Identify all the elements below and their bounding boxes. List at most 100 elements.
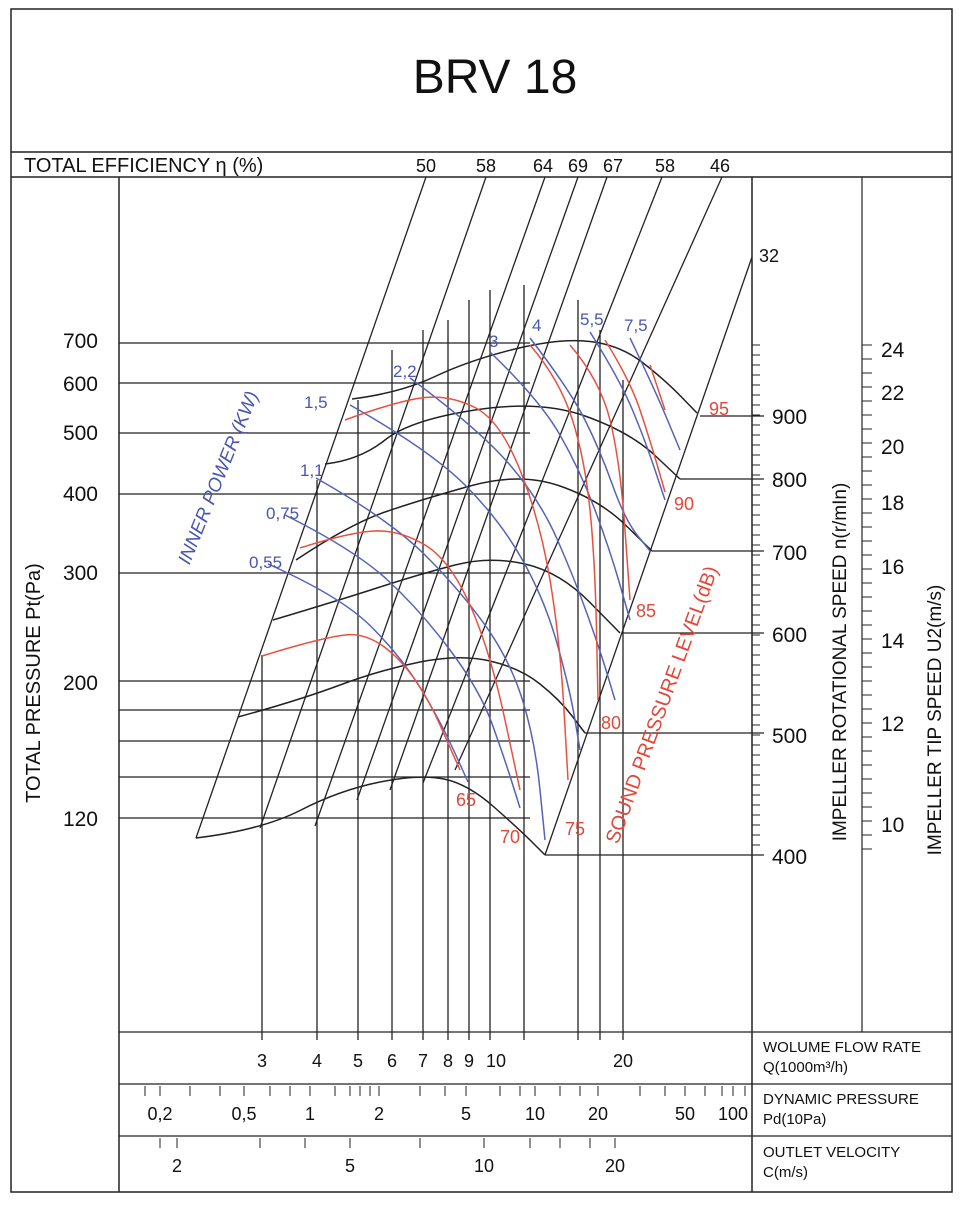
dyn-axis-label: DYNAMIC PRESSURE bbox=[763, 1091, 919, 1108]
vel-tick: 2 bbox=[172, 1156, 182, 1176]
sound-axis-label: SOUND PRESSURE LEVEL(dB) bbox=[602, 563, 723, 846]
power-label: 0,75 bbox=[266, 504, 299, 523]
tip-label: 14 bbox=[881, 630, 905, 653]
dyn-tick: 5 bbox=[461, 1104, 471, 1124]
sound-label: 75 bbox=[565, 819, 585, 839]
speed-curve bbox=[195, 776, 546, 856]
power-curve bbox=[589, 331, 666, 501]
power-curve bbox=[409, 377, 616, 701]
vel-tick: 10 bbox=[474, 1156, 494, 1176]
sound-curve bbox=[299, 530, 521, 791]
vel-ticks: 2 5 10 20 bbox=[172, 1156, 625, 1176]
power-curve bbox=[529, 337, 651, 552]
power-curves bbox=[267, 331, 681, 841]
pressure-axis-label: TOTAL PRESSURE Pt(Pa) bbox=[23, 563, 45, 803]
vel-tick: 20 bbox=[605, 1156, 625, 1176]
flow-tick: 3 bbox=[257, 1051, 267, 1071]
sound-curve bbox=[344, 396, 569, 781]
flow-axis-label: WOLUME FLOW RATE bbox=[763, 1039, 921, 1056]
dyn-tick: 50 bbox=[675, 1104, 695, 1124]
power-curve bbox=[349, 404, 581, 751]
eff-label: 46 bbox=[710, 156, 730, 176]
chart-title: BRV 18 bbox=[413, 51, 578, 104]
tip-label: 20 bbox=[881, 436, 904, 459]
flow-tick: 8 bbox=[443, 1051, 453, 1071]
outer-border bbox=[10, 8, 953, 1193]
sound-curves bbox=[261, 339, 666, 791]
tip-label: 24 bbox=[881, 339, 905, 362]
tip-speed-labels: 24 22 20 18 16 14 12 10 bbox=[881, 339, 905, 837]
tip-axis-label: IMPELLER TIP SPEED U2(m/s) bbox=[925, 585, 946, 856]
flow-tick: 9 bbox=[464, 1051, 474, 1071]
pressure-tick: 200 bbox=[63, 672, 98, 695]
efficiency-line bbox=[422, 176, 663, 784]
flow-tick: 5 bbox=[353, 1051, 363, 1071]
sound-label: 65 bbox=[456, 790, 476, 810]
power-label: 0,55 bbox=[249, 553, 282, 572]
tip-label: 12 bbox=[881, 713, 904, 736]
power-label: 2,2 bbox=[393, 362, 417, 381]
dyn-tick: 0,2 bbox=[147, 1104, 172, 1124]
power-axis-label: INNER POWER (KW) bbox=[175, 388, 264, 567]
speed-curve bbox=[324, 405, 681, 480]
tip-label: 10 bbox=[881, 814, 904, 837]
speed-curve bbox=[351, 339, 698, 414]
eff-label: 64 bbox=[533, 156, 553, 176]
speed-label: 400 bbox=[772, 846, 807, 869]
speed-label: 900 bbox=[772, 406, 807, 429]
eff-label: 58 bbox=[476, 156, 496, 176]
pressure-tick: 300 bbox=[63, 562, 98, 585]
sound-curve bbox=[649, 364, 666, 411]
flow-tick: 10 bbox=[486, 1051, 506, 1071]
efficiency-line bbox=[195, 176, 427, 839]
pressure-tick: 600 bbox=[63, 373, 98, 396]
flow-axis-unit: Q(1000m³/h) bbox=[763, 1059, 848, 1076]
efficiency-line bbox=[454, 176, 723, 771]
flow-tick: 4 bbox=[312, 1051, 322, 1071]
sound-label: 85 bbox=[636, 601, 656, 621]
efficiency-line bbox=[259, 176, 487, 829]
speed-label: 500 bbox=[772, 725, 807, 748]
dyn-ticks: 0,2 0,5 1 2 5 10 20 50 100 bbox=[147, 1104, 748, 1124]
flow-tick: 20 bbox=[613, 1051, 633, 1071]
dyn-tick: 2 bbox=[374, 1104, 384, 1124]
eff-label: 58 bbox=[655, 156, 675, 176]
pressure-tick-labels: 700 600 500 400 300 200 120 bbox=[63, 330, 98, 831]
tip-label: 22 bbox=[881, 382, 904, 405]
pressure-grid bbox=[119, 342, 764, 856]
sound-label: 80 bbox=[601, 713, 621, 733]
power-label: 3 bbox=[489, 332, 498, 351]
sound-label: 95 bbox=[709, 399, 729, 419]
dyn-tick: 0,5 bbox=[231, 1104, 256, 1124]
speed-labels: 900 800 700 600 500 400 bbox=[772, 406, 807, 869]
power-label: 1,5 bbox=[304, 393, 328, 412]
dyn-tick: 100 bbox=[718, 1104, 748, 1124]
efficiency-line bbox=[544, 256, 753, 856]
vel-tick: 5 bbox=[345, 1156, 355, 1176]
sound-curve bbox=[529, 344, 599, 701]
efficiency-header: TOTAL EFFICIENCY η (%) bbox=[24, 155, 263, 177]
pressure-tick: 500 bbox=[63, 422, 98, 445]
power-curve bbox=[284, 514, 521, 809]
eff-label: 50 bbox=[416, 156, 436, 176]
efficiency-line bbox=[389, 176, 608, 791]
vel-axis-unit: C(m/s) bbox=[763, 1164, 808, 1181]
eff-label: 67 bbox=[603, 156, 623, 176]
power-curve bbox=[629, 337, 681, 451]
speed-curve bbox=[272, 559, 621, 634]
speed-label: 700 bbox=[772, 542, 807, 565]
flow-ticks: 3 4 5 6 7 8 9 10 20 bbox=[257, 1051, 633, 1071]
pressure-tick: 700 bbox=[63, 330, 98, 353]
speed-axis-label: IMPELLER ROTATIONAL SPEED n(r/mIn) bbox=[830, 483, 851, 842]
dyn-tick: 10 bbox=[525, 1104, 545, 1124]
flow-grid bbox=[261, 285, 624, 1040]
efficiency-line bbox=[314, 176, 546, 827]
tip-label: 18 bbox=[881, 492, 904, 515]
power-curve bbox=[315, 477, 546, 841]
eff-label: 69 bbox=[568, 156, 588, 176]
sound-curve bbox=[261, 633, 461, 771]
frame bbox=[10, 8, 953, 1193]
tip-label: 16 bbox=[881, 556, 904, 579]
speed-label: 800 bbox=[772, 469, 807, 492]
